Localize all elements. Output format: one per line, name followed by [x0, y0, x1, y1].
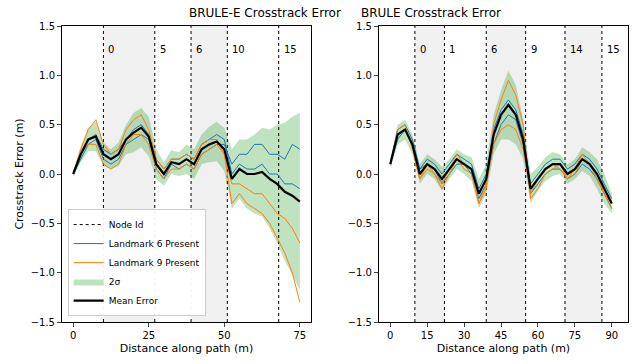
svg-text:Mean Error: Mean Error	[109, 296, 159, 306]
svg-text:−1.0: −1.0	[348, 267, 372, 278]
svg-text:5: 5	[160, 44, 166, 55]
svg-text:30: 30	[458, 330, 471, 341]
svg-text:0.5: 0.5	[356, 119, 372, 130]
svg-text:0: 0	[70, 330, 76, 341]
svg-text:0.5: 0.5	[39, 119, 55, 130]
svg-text:BRULE Crosstrack Error: BRULE Crosstrack Error	[361, 6, 501, 20]
svg-text:1.0: 1.0	[39, 70, 55, 81]
svg-text:0: 0	[387, 330, 393, 341]
svg-text:−1.5: −1.5	[31, 317, 55, 328]
svg-text:60: 60	[532, 330, 545, 341]
svg-text:−1.0: −1.0	[31, 267, 55, 278]
svg-text:Landmark 9 Present: Landmark 9 Present	[109, 258, 200, 268]
svg-text:Node Id: Node Id	[109, 220, 144, 230]
svg-text:50: 50	[218, 330, 231, 341]
svg-text:1.0: 1.0	[356, 70, 372, 81]
svg-text:−0.5: −0.5	[31, 218, 55, 229]
svg-text:Crosstrack Error (m): Crosstrack Error (m)	[13, 118, 26, 229]
svg-text:Landmark 6 Present: Landmark 6 Present	[109, 239, 200, 249]
svg-text:15: 15	[607, 44, 620, 55]
svg-text:Distance along path (m): Distance along path (m)	[437, 342, 570, 355]
svg-text:0: 0	[108, 44, 114, 55]
svg-text:9: 9	[531, 44, 537, 55]
svg-text:10: 10	[232, 44, 245, 55]
svg-text:0.0: 0.0	[356, 169, 372, 180]
svg-text:0: 0	[420, 44, 426, 55]
svg-text:15: 15	[421, 330, 434, 341]
svg-text:−1.5: −1.5	[348, 317, 372, 328]
svg-text:75: 75	[568, 330, 581, 341]
svg-text:BRULE-E Crosstrack Error: BRULE-E Crosstrack Error	[189, 6, 341, 20]
svg-text:75: 75	[293, 330, 306, 341]
svg-text:1: 1	[449, 44, 455, 55]
svg-text:−0.5: −0.5	[348, 218, 372, 229]
svg-text:25: 25	[142, 330, 155, 341]
svg-text:6: 6	[196, 44, 202, 55]
svg-text:1.5: 1.5	[39, 21, 55, 32]
svg-text:90: 90	[605, 330, 618, 341]
svg-text:1.5: 1.5	[356, 21, 372, 32]
svg-text:15: 15	[284, 44, 297, 55]
svg-text:Distance along path (m): Distance along path (m)	[120, 342, 253, 355]
svg-text:0.0: 0.0	[39, 169, 55, 180]
svg-text:45: 45	[495, 330, 508, 341]
svg-text:14: 14	[570, 44, 583, 55]
svg-text:6: 6	[491, 44, 497, 55]
svg-text:2σ: 2σ	[109, 277, 121, 287]
